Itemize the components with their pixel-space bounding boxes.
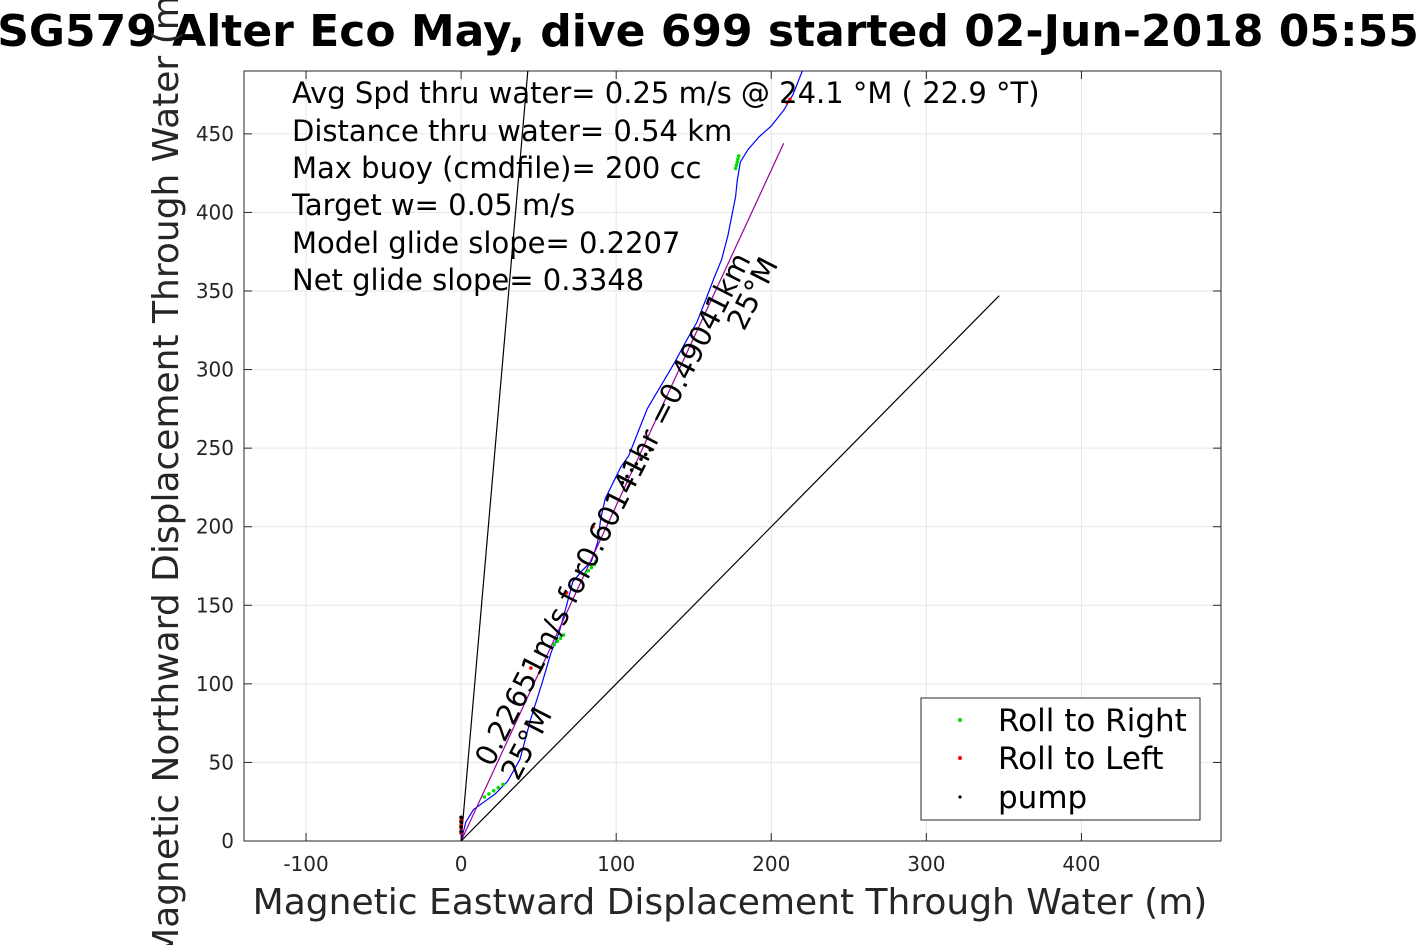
marker-roll-to-right	[735, 160, 739, 164]
info-line-target-w: Target w= 0.05 m/s	[291, 188, 575, 222]
y-tick-label: 250	[196, 436, 234, 460]
marker-roll-to-right	[736, 157, 740, 161]
marker-roll-to-right	[592, 562, 597, 567]
info-line-net-glide: Net glide slope= 0.3348	[292, 263, 644, 297]
info-line-distance: Distance thru water= 0.54 km	[292, 114, 732, 148]
marker-roll-to-right	[496, 785, 501, 790]
marker-pump	[459, 829, 463, 834]
y-tick-label: 200	[196, 515, 234, 539]
legend-marker-roll-left	[958, 756, 962, 760]
legend-marker-pump	[958, 795, 962, 799]
y-tick-label: 450	[196, 122, 234, 146]
y-tick-label: 0	[221, 829, 234, 853]
x-tick-label: 400	[1062, 852, 1100, 876]
marker-roll-to-left	[529, 666, 533, 670]
marker-layer	[459, 97, 792, 835]
x-tick-label: 300	[907, 852, 945, 876]
y-tick-label: 100	[196, 672, 234, 696]
marker-pump	[648, 447, 653, 452]
marker-roll-to-right	[586, 568, 591, 573]
marker-roll-to-right	[555, 639, 560, 644]
y-tick-label: 50	[209, 750, 234, 774]
y-tick-label: 300	[196, 358, 234, 382]
series-layer	[460, 71, 1000, 841]
marker-roll-to-left	[785, 100, 789, 105]
x-tick-label: 200	[752, 852, 790, 876]
marker-roll-to-right	[561, 633, 566, 637]
marker-roll-to-left	[591, 524, 595, 529]
series-line-3	[460, 295, 1000, 841]
marker-pump	[634, 462, 639, 466]
x-tick-label: 0	[455, 852, 468, 876]
marker-pump	[459, 825, 463, 829]
marker-roll-to-right	[583, 572, 587, 576]
marker-roll-to-right	[487, 792, 491, 796]
info-line-avg-speed: Avg Spd thru water= 0.25 m/s @ 24.1 °M (…	[292, 76, 1040, 110]
legend: Roll to Right Roll to Left pump	[920, 697, 1201, 821]
grid	[244, 71, 1221, 842]
legend-marker-roll-right	[958, 718, 962, 722]
info-line-max-buoy: Max buoy (cmdfile)= 200 cc	[292, 151, 701, 185]
marker-pump	[629, 468, 634, 472]
legend-label-roll-right: Roll to Right	[998, 703, 1187, 739]
y-axis-ticks: 0 50 100 150 200 250 300 350 400 450	[196, 122, 1221, 853]
marker-roll-to-right	[552, 642, 556, 647]
y-tick-label: 150	[196, 593, 234, 617]
info-text-block: Avg Spd thru water= 0.25 m/s @ 24.1 °M (…	[291, 76, 1040, 297]
marker-roll-to-right	[482, 795, 487, 799]
x-tick-label: 100	[597, 852, 635, 876]
marker-roll-to-right	[589, 565, 594, 570]
speed-distance-annotation: 0.22651m/s for0.60141hr =0.49041km	[468, 247, 757, 771]
y-tick-label: 350	[196, 279, 234, 303]
series-line-2	[460, 71, 529, 841]
marker-pump	[459, 815, 463, 820]
marker-pump	[459, 820, 463, 824]
marker-pump	[643, 452, 648, 457]
marker-roll-to-right	[558, 636, 563, 641]
y-tick-label: 400	[196, 200, 234, 224]
marker-roll-to-left	[788, 97, 792, 102]
marker-pump	[625, 474, 629, 479]
marker-roll-to-right	[594, 559, 598, 564]
marker-roll-to-right	[733, 166, 738, 171]
x-tick-label: -100	[283, 852, 328, 876]
marker-pump	[639, 457, 643, 461]
plot-area	[243, 70, 1222, 842]
marker-pump	[620, 480, 625, 485]
marker-roll-to-right	[736, 154, 741, 158]
marker-roll-to-left	[564, 590, 569, 595]
series-line-0	[460, 71, 803, 841]
marker-roll-to-right	[491, 788, 496, 793]
legend-label-pump: pump	[998, 780, 1087, 816]
y-axis-label: Magnetic Northward Displacement Through …	[146, 0, 187, 945]
marker-roll-to-right	[501, 782, 505, 787]
marker-roll-to-right	[734, 163, 739, 168]
info-line-model-glide: Model glide slope= 0.2207	[292, 226, 680, 260]
chart-title: SG579 Alter Eco May, dive 699 started 02…	[0, 6, 1417, 57]
legend-label-roll-left: Roll to Left	[998, 741, 1164, 777]
series-line-1	[460, 143, 785, 841]
legend-box	[920, 697, 1201, 821]
x-axis-label: Magnetic Eastward Displacement Through W…	[253, 882, 1208, 923]
